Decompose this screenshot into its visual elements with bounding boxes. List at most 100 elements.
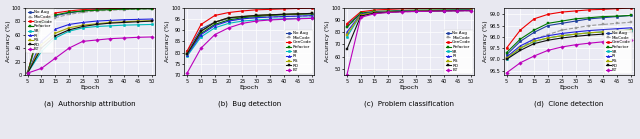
Refactor <box>65 11 73 13</box>
Refactor <box>197 33 205 34</box>
BT <box>24 72 31 74</box>
SR <box>531 41 538 42</box>
RI <box>371 11 378 13</box>
RD <box>343 49 351 50</box>
MixCode <box>280 16 288 17</box>
BT <box>627 39 635 41</box>
Legend: No Aug, MixCode, GenCode, Refactor, SR, RI, RS, RD, BT: No Aug, MixCode, GenCode, Refactor, SR, … <box>26 9 54 53</box>
RS <box>502 57 510 59</box>
MixCode <box>398 11 406 13</box>
MixCode <box>79 11 86 13</box>
Refactor <box>385 10 392 12</box>
MixCode <box>544 34 552 35</box>
No Aug <box>502 54 510 56</box>
SR <box>79 27 86 29</box>
GenCode <box>385 9 392 10</box>
RS <box>120 21 128 23</box>
Refactor <box>120 8 128 10</box>
BT <box>79 41 86 42</box>
No Aug <box>426 10 433 12</box>
Refactor <box>613 15 621 17</box>
SR <box>280 18 288 20</box>
Line: GenCode: GenCode <box>26 7 153 74</box>
Line: No Aug: No Aug <box>505 14 632 56</box>
Line: BT: BT <box>186 17 313 74</box>
Refactor <box>426 9 433 11</box>
Refactor <box>531 29 538 31</box>
GenCode <box>308 7 316 9</box>
RI <box>148 18 156 20</box>
Refactor <box>343 26 351 28</box>
No Aug <box>572 20 579 22</box>
BT <box>398 11 406 13</box>
SR <box>586 32 593 34</box>
Line: GenCode: GenCode <box>505 7 632 49</box>
SR <box>239 20 246 22</box>
RI <box>239 18 246 20</box>
No Aug <box>252 15 260 16</box>
Text: (b)  Bug detection: (b) Bug detection <box>218 101 281 107</box>
RI <box>280 16 288 17</box>
No Aug <box>440 10 447 11</box>
MixCode <box>266 16 274 18</box>
No Aug <box>544 25 552 26</box>
GenCode <box>51 12 59 14</box>
RS <box>252 15 260 16</box>
SR <box>385 11 392 13</box>
RD <box>294 13 301 15</box>
Line: RD: RD <box>186 12 313 55</box>
BT <box>38 68 45 69</box>
BT <box>197 47 205 49</box>
BT <box>531 55 538 57</box>
BT <box>225 27 232 29</box>
RD <box>357 15 365 17</box>
RI <box>93 20 100 22</box>
Refactor <box>398 10 406 11</box>
X-axis label: Epoch: Epoch <box>559 85 579 90</box>
GenCode <box>586 9 593 11</box>
RD <box>211 21 219 23</box>
BT <box>613 40 621 42</box>
Y-axis label: Accuracy (%): Accuracy (%) <box>165 21 170 62</box>
SR <box>357 14 365 16</box>
No Aug <box>184 51 191 52</box>
X-axis label: Epoch: Epoch <box>80 85 99 90</box>
Legend: No Aug, MixCode, GenCode, Refactor, SR, RI, RS, RD, BT: No Aug, MixCode, GenCode, Refactor, SR, … <box>604 30 632 74</box>
MixCode <box>38 26 45 27</box>
No Aug <box>454 10 461 11</box>
GenCode <box>426 8 433 9</box>
SR <box>184 55 191 57</box>
RI <box>107 20 115 21</box>
SR <box>197 36 205 38</box>
SR <box>558 35 566 37</box>
GenCode <box>357 11 365 13</box>
RI <box>440 10 447 11</box>
Refactor <box>211 24 219 25</box>
MixCode <box>412 11 420 12</box>
RI <box>38 41 45 42</box>
Line: RI: RI <box>505 27 632 58</box>
RD <box>308 13 316 14</box>
RI <box>343 31 351 33</box>
SR <box>516 47 524 49</box>
GenCode <box>148 7 156 9</box>
RD <box>586 34 593 36</box>
RI <box>502 56 510 58</box>
Refactor <box>79 10 86 12</box>
Text: (c)  Problem classification: (c) Problem classification <box>364 101 454 107</box>
SR <box>51 37 59 39</box>
GenCode <box>184 50 191 52</box>
Refactor <box>51 14 59 16</box>
GenCode <box>343 23 351 24</box>
SR <box>572 33 579 35</box>
Line: RI: RI <box>26 18 153 74</box>
MixCode <box>426 10 433 12</box>
RI <box>454 10 461 11</box>
No Aug <box>24 72 31 74</box>
RI <box>600 29 607 30</box>
BT <box>426 10 433 12</box>
GenCode <box>197 24 205 25</box>
BT <box>558 46 566 48</box>
Line: RI: RI <box>346 9 472 33</box>
Refactor <box>225 19 232 21</box>
